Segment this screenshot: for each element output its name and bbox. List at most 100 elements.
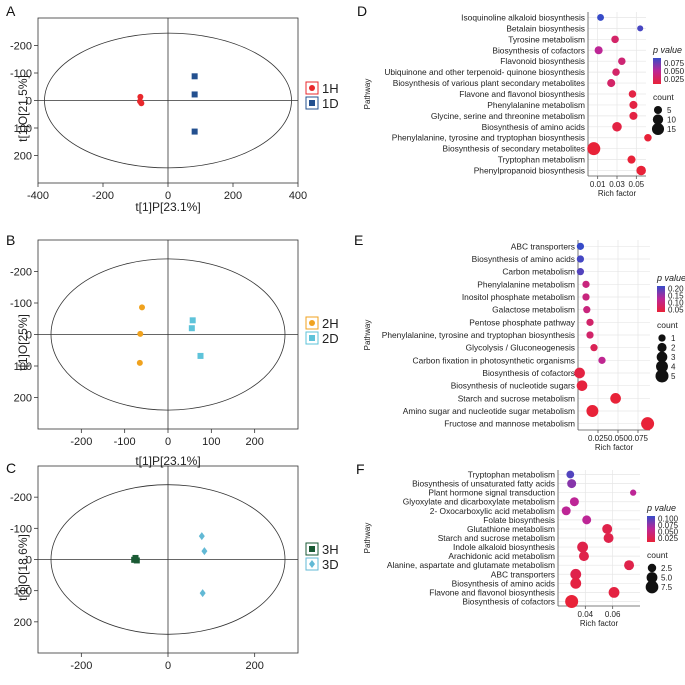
legend-p-tick-label: 0.025 <box>658 534 679 543</box>
legend-p-title: p value <box>646 503 676 513</box>
x-tick-label: 400 <box>289 190 307 202</box>
legend-key-box <box>305 542 319 556</box>
pathway-label: 2- Oxocarboxylic acid metabolism <box>430 506 555 516</box>
legend-p-tick-label: 0.050 <box>658 528 679 537</box>
legend-key-box <box>305 81 319 95</box>
legend-count-label: 2.5 <box>661 564 673 573</box>
legend-count-label: 7.5 <box>661 583 673 592</box>
bubble-point <box>576 380 588 391</box>
legend-key-box <box>305 316 319 330</box>
bubble-point <box>611 35 619 44</box>
bubble-point <box>624 560 635 571</box>
legend-count-dot <box>658 334 666 342</box>
pathway-label: Flavonoid biosynthesis <box>500 56 585 66</box>
pathway-label: Phenylalanine, tyrosine and tryptophan b… <box>392 133 585 143</box>
pathway-label: Biosynthesis of amino acids <box>452 578 555 588</box>
legend-count-dot <box>645 580 659 594</box>
bubble-point <box>597 14 604 21</box>
legend-count-dot <box>646 572 658 583</box>
y-axis-label: t[1]O[25%] <box>16 314 30 371</box>
x-tick-label: 0.03 <box>609 180 625 189</box>
bubble-point <box>576 255 585 263</box>
legend-marker-3D <box>309 560 315 568</box>
bubble-point <box>618 57 626 65</box>
panel-letter: B <box>6 232 15 248</box>
x-axis-label: Rich factor <box>595 443 634 452</box>
y-tick-label: 200 <box>14 617 32 629</box>
y-tick-label: -200 <box>10 492 32 504</box>
pathway-label: Pentose phosphate pathway <box>469 317 576 327</box>
bubble-point <box>594 46 603 55</box>
bubble-point <box>630 489 637 496</box>
legend-p-tick-label: 0.075 <box>664 59 685 68</box>
pathway-label: Starch and sucrose metabolism <box>438 533 555 543</box>
x-tick-label: 0 <box>165 190 171 202</box>
legend-count-dot <box>651 122 665 136</box>
pathway-label: Glycolysis / Gluconeogenesis <box>466 343 575 353</box>
legend-p-tick-label: 0.025 <box>664 75 685 84</box>
bubble-point <box>607 79 616 88</box>
bubble-point <box>612 68 620 76</box>
legend-count-label: 10 <box>667 116 676 125</box>
y-tick-label: -200 <box>10 41 32 53</box>
legend-count-dot <box>656 360 668 373</box>
panel-letter: F <box>356 461 365 477</box>
legend-color-bar <box>657 286 665 312</box>
bubble-point <box>590 344 598 352</box>
legend-key-box <box>305 96 319 110</box>
legend-p-tick-label: 0.10 <box>668 298 684 307</box>
pathway-label: Biosynthesis of cofactors <box>492 45 585 55</box>
bubble-point <box>569 497 579 507</box>
legend-label: 1D <box>322 96 339 111</box>
pathway-label: Betalain biosynthesis <box>506 23 585 33</box>
panel-letter: D <box>357 3 367 19</box>
legend-label: 3D <box>322 557 339 572</box>
pathway-label: Phenylalanine metabolism <box>487 100 585 110</box>
pathway-label: Biosynthesis of secondary metabolites <box>443 144 585 154</box>
legend-marker-1H <box>309 85 315 91</box>
data-point-2D <box>188 325 195 332</box>
x-tick-label: 0.04 <box>578 610 594 619</box>
legend-count-label: 4 <box>671 363 676 372</box>
pathway-label: Biosynthesis of cofactors <box>462 596 555 606</box>
pathway-label: Glutathione metabolism <box>467 524 555 534</box>
y-tick-label: -100 <box>10 523 32 535</box>
bubble-point <box>603 533 614 543</box>
bubble-point <box>574 367 585 379</box>
legend-marker-2H <box>309 320 315 326</box>
data-point-2D <box>197 352 204 359</box>
legend-count-label: 5.0 <box>661 574 673 583</box>
bubble-point <box>610 393 621 404</box>
data-point-3D <box>199 589 206 598</box>
pathway-label: Starch and sucrose metabolism <box>458 393 575 403</box>
pathway-label: Biosynthesis of nucleotide sugars <box>451 381 575 391</box>
bubble-point <box>608 586 620 598</box>
legend-label: 2H <box>322 316 339 331</box>
bubble-point <box>636 165 646 176</box>
bubble-point <box>586 331 594 339</box>
legend-count-label: 2 <box>671 344 676 353</box>
pathway-label: Folate biosynthesis <box>483 515 555 525</box>
bubble-point <box>566 470 575 479</box>
bubble-point <box>586 318 594 326</box>
bubble-point <box>582 515 592 525</box>
y-axis-label: Pathway <box>363 320 372 351</box>
bubble-point <box>641 417 655 431</box>
y-tick-label: 100 <box>14 123 32 135</box>
x-axis-label: Rich factor <box>580 619 619 628</box>
bubble-point <box>629 111 638 120</box>
bubble-point <box>582 293 590 301</box>
legend-marker-1D <box>309 100 315 106</box>
x-tick-label: 200 <box>245 436 263 448</box>
pathway-label: Flavone and flavonol biosynthesis <box>429 587 555 597</box>
x-tick-label: -200 <box>70 436 92 448</box>
pathway-label: Indole alkaloid biosynthesis <box>453 542 555 552</box>
pathway-label: Phenylalanine, tyrosine and tryptophan b… <box>382 330 575 340</box>
bubble-point <box>637 25 644 32</box>
bubble-point <box>570 568 582 580</box>
pathway-label: Glyoxylate and dicarboxylate metabolism <box>403 497 555 507</box>
x-tick-label: 0 <box>165 660 171 672</box>
x-tick-label: 0.025 <box>588 434 609 443</box>
bubble-point <box>561 506 571 516</box>
